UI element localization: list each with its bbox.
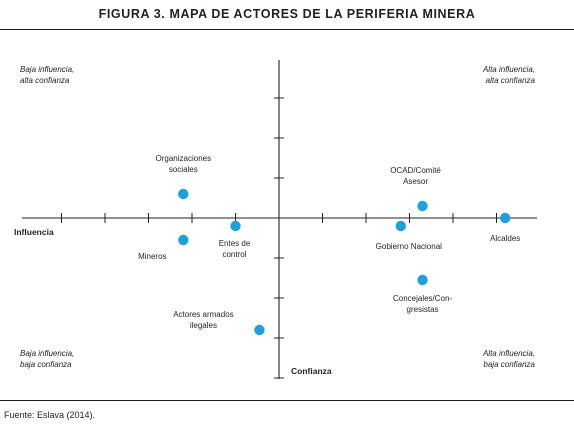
data-point-label: Mineros	[138, 252, 166, 261]
source-divider	[0, 400, 574, 401]
data-point-label: Gobierno Nacional	[376, 242, 442, 251]
data-point-label: OCAD/Comité Asesor	[390, 166, 441, 186]
quadrant-label-top-left: Baja influencia, alta confianza	[20, 65, 74, 85]
data-point	[417, 274, 428, 286]
x-axis-label: Influencia	[14, 227, 54, 237]
quadrant-label-bottom-right: Alta influencia, baja confianza	[482, 349, 536, 369]
title-divider	[0, 29, 574, 30]
data-point	[230, 220, 241, 232]
figure-title: FIGURA 3. MAPA DE ACTORES DE LA PERIFERI…	[98, 7, 476, 21]
data-point	[178, 234, 189, 246]
data-point	[500, 212, 511, 224]
data-point	[178, 188, 189, 200]
quadrant-label-top-right: Alta influencia, alta confianza	[482, 65, 536, 85]
data-point-label: Organizaciones sociales	[156, 154, 212, 174]
data-point-label: Concejales/Con-gresistas	[393, 294, 452, 314]
data-point	[395, 220, 406, 232]
data-point-label: Entes de control	[219, 239, 251, 259]
actor-map-chart: Influencia Confianza Baja influencia, alta …	[14, 60, 537, 379]
data-point	[254, 324, 265, 336]
data-point	[417, 200, 428, 212]
data-point-label: Alcaldes	[490, 234, 520, 243]
source-note: Fuente: Eslava (2014).	[4, 410, 96, 420]
y-axis-label: Confianza	[291, 366, 332, 376]
data-point-label: Actores armados ilegales	[173, 310, 233, 330]
quadrant-label-bottom-left: Baja influencia, baja confianza	[20, 349, 74, 369]
